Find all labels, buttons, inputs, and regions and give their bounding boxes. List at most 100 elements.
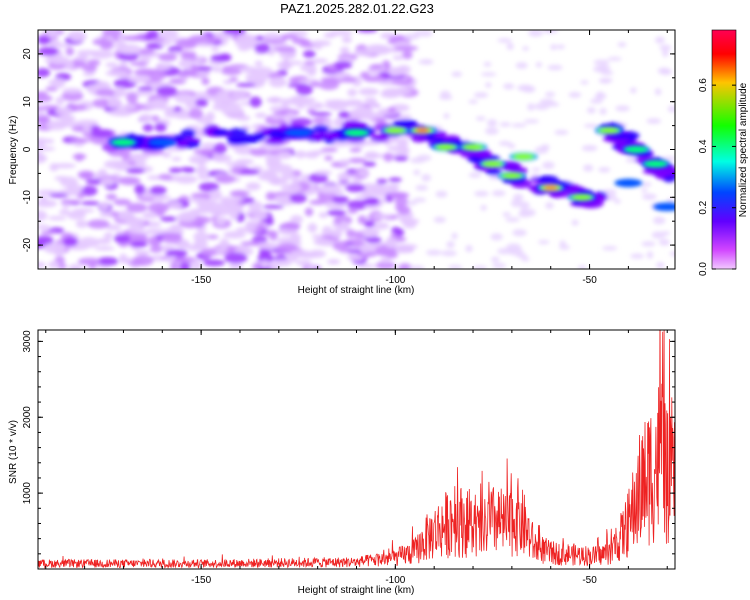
noise-blob [206,234,219,240]
noise-blob [147,175,162,180]
noise-blob [441,250,457,257]
noise-blob [385,250,398,259]
ridge-blob [172,134,186,142]
noise-blob [105,224,122,231]
noise-blob [245,72,269,84]
noise-blob [126,217,145,227]
noise-blob [418,59,434,65]
noise-blob [659,68,673,75]
noise-blob [515,62,528,69]
ridge-blob [229,127,248,136]
noise-blob [69,30,87,42]
noise-blob [55,106,73,116]
noise-blob [308,173,329,184]
noise-blob [652,216,666,225]
noise-blob [472,265,488,269]
noise-blob [324,103,340,109]
noise-blob [220,196,234,204]
noise-blob [266,157,282,167]
noise-blob [577,265,587,269]
noise-blob [202,259,226,267]
noise-blob [149,185,167,195]
noise-blob [519,208,527,215]
top-y-tick-label: -20 [22,237,33,252]
noise-blob [38,35,51,45]
noise-blob [174,93,194,104]
peak-contour [284,128,313,137]
noise-blob [483,61,492,67]
noise-blob [43,243,65,249]
noise-blob [205,36,222,43]
noise-blob [86,84,98,94]
noise-blob [223,30,247,35]
noise-blob [667,105,675,113]
noise-blob [341,36,352,44]
noise-blob [75,119,99,127]
ridge-blob [252,132,266,142]
noise-blob [215,217,227,226]
peak-contour [385,127,405,134]
noise-blob [347,88,358,97]
noise-blob [353,231,364,239]
noise-blob [94,246,115,251]
noise-blob [413,169,421,176]
noise-blob [329,140,350,147]
noise-blob [641,241,656,247]
noise-blob [341,76,357,83]
noise-blob [349,147,362,153]
noise-blob [314,170,332,176]
noise-blob [380,256,392,264]
noise-blob [292,176,301,185]
noise-blob [175,175,198,184]
noise-blob [321,226,333,237]
noise-blob [506,42,514,51]
noise-blob [290,249,313,257]
noise-blob [77,170,95,180]
noise-blob [198,182,220,192]
ridge-blob [311,134,324,142]
noise-blob [390,80,413,86]
noise-blob [224,252,248,264]
noise-blob [62,87,83,94]
noise-blob [38,261,46,268]
noise-blob [522,46,529,51]
noise-blob [107,97,120,109]
colorbar-frame [711,29,737,270]
noise-blob [200,142,218,149]
noise-blob [326,79,345,84]
noise-blob [113,86,126,98]
noise-blob [215,174,236,184]
noise-blob [583,123,599,128]
noise-blob [86,59,101,67]
noise-blob [273,259,292,267]
noise-blob [193,239,208,250]
noise-blob [245,182,261,191]
noise-blob [326,209,347,216]
peak-contour [572,194,592,201]
bottom-y-tick-label: 1000 [22,482,33,505]
noise-blob [198,202,215,208]
ridge-blob [391,120,418,128]
noise-blob [40,230,57,235]
noise-blob [211,46,220,52]
bottom-x-axis-label: Height of straight line (km) [298,585,415,596]
noise-blob [370,64,383,70]
noise-blob [168,167,183,174]
noise-blob [182,167,196,173]
noise-blob [598,78,614,83]
noise-blob [214,247,227,254]
noise-blob [333,117,344,128]
noise-blob [439,90,451,99]
heatmap-peaks-layer [109,126,675,212]
noise-blob [615,105,630,112]
noise-blob [324,99,348,105]
noise-blob [499,122,511,127]
noise-blob [272,47,296,52]
noise-blob [96,237,112,245]
noise-blob [115,39,127,51]
bottom-y-axis-label: SNR (10 * v/v) [8,420,19,484]
noise-blob [38,146,56,152]
noise-blob [641,182,652,187]
noise-blob [480,72,497,77]
noise-blob [359,243,370,254]
